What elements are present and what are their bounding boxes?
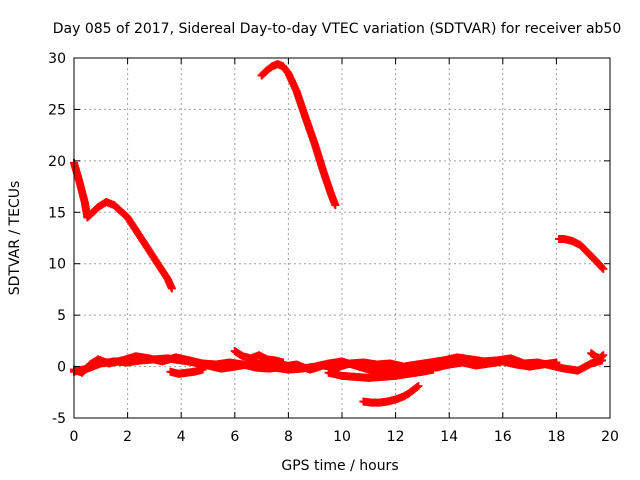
data-point [429,365,438,374]
series-arc-f [166,365,207,378]
x-tick-label: 10 [333,429,351,445]
data-points [70,60,608,407]
data-point [167,284,176,293]
data-point [413,383,422,392]
series-arc-h [324,365,438,382]
data-point [279,358,288,367]
x-tick-label: 14 [440,429,458,445]
series-arc-g [230,347,288,367]
y-tick-label: 0 [57,360,66,376]
data-point [599,351,608,360]
data-point [597,352,606,361]
x-tick-label: 0 [70,429,79,445]
x-tick-label: 8 [284,429,293,445]
data-point [331,201,340,210]
y-tick-label: 10 [48,257,66,273]
y-tick-label: 20 [48,154,66,170]
x-axis-label: GPS time / hours [281,458,398,474]
x-tick-labels: 0 2 4 6 8 10 12 14 16 18 20 [70,429,619,445]
x-tick-label: 18 [547,429,565,445]
x-tick-label: 12 [387,429,405,445]
x-tick-label: 4 [177,429,186,445]
series-arc-e [70,354,561,376]
y-tick-label: -5 [52,411,66,427]
data-point [599,264,608,273]
y-tick-label: 5 [57,308,66,324]
data-point [198,365,207,374]
y-tick-label: 15 [48,205,66,221]
data-point [552,358,561,367]
x-tick-label: 16 [494,429,512,445]
x-tick-label: 2 [123,429,132,445]
x-tick-label: 20 [601,429,619,445]
chart-title: Day 085 of 2017, Sidereal Day-to-day VTE… [53,21,622,37]
y-tick-label: 30 [48,51,66,67]
x-tick-label: 6 [230,429,239,445]
y-tick-labels: -5 0 5 10 15 20 25 30 [48,51,66,427]
data-point [598,263,607,272]
series-arc-a [70,158,176,293]
series-arc-b [257,60,340,210]
series-arc-i [359,382,423,407]
series-arc-j [587,349,608,363]
series-arc-c [555,235,608,273]
axis-ticks [73,57,611,419]
y-tick-label: 25 [48,102,66,118]
data-point [414,382,423,391]
y-axis-label: SDTVAR / TECUs [7,181,23,296]
